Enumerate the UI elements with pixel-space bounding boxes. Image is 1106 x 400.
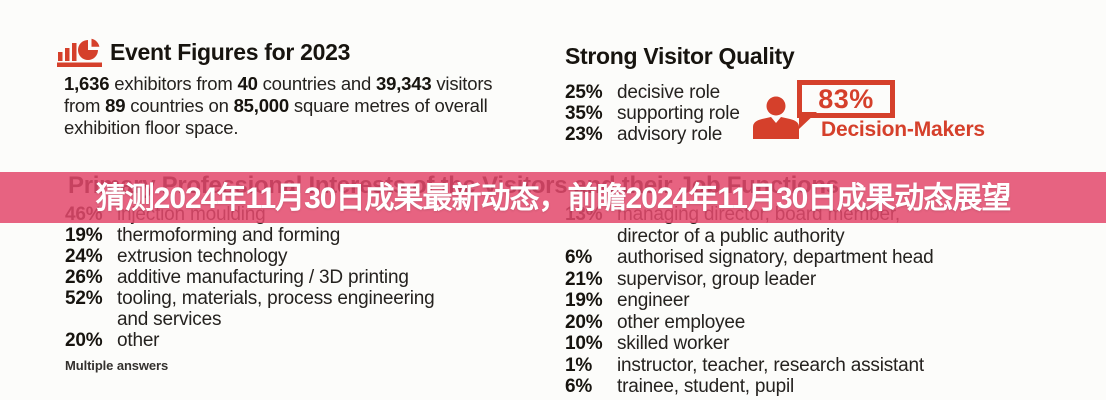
item-label: extrusion technology bbox=[117, 246, 288, 267]
multiple-answers-footnote: Multiple answers bbox=[65, 358, 169, 373]
item-label: supporting role bbox=[617, 103, 740, 124]
visitor-quality-item: 35% supporting role bbox=[565, 103, 740, 124]
chart-stats-icon bbox=[57, 38, 102, 67]
item-label: tooling, materials, process engineering … bbox=[117, 288, 435, 330]
item-percent: 19% bbox=[65, 225, 103, 246]
item-percent: 6% bbox=[565, 376, 593, 397]
overlay-banner-text: 猜测2024年11月30日成果最新动态，前瞻2024年11月30日成果动态展望 bbox=[95, 182, 1012, 215]
item-label: skilled worker bbox=[617, 333, 730, 354]
interest-item: 52% tooling, materials, process engineer… bbox=[65, 288, 435, 330]
job-function-item: 21% supervisor, group leader bbox=[565, 269, 934, 291]
visitor-quality-item: 23% advisory role bbox=[565, 124, 740, 145]
item-percent: 35% bbox=[565, 103, 603, 124]
item-percent: 26% bbox=[65, 267, 103, 288]
decision-makers-bubble: 83% bbox=[797, 80, 895, 118]
interest-item: 24% extrusion technology bbox=[65, 246, 435, 267]
job-function-item: 19% engineer bbox=[565, 290, 934, 312]
decision-makers-percent: 83% bbox=[818, 84, 874, 114]
item-percent: 6% bbox=[565, 247, 593, 268]
item-label: other bbox=[117, 330, 160, 351]
job-function-item: 6% authorised signatory, department head bbox=[565, 247, 934, 269]
event-figures-description: 1,636 exhibitors from 40 countries and 3… bbox=[64, 73, 493, 138]
interests-left-list: 46% injection moulding 19% thermoforming… bbox=[65, 204, 435, 351]
job-function-item: 20% other employee bbox=[565, 312, 934, 334]
job-function-item: 1% instructor, teacher, research assista… bbox=[565, 355, 934, 377]
job-function-item: 6% trainee, student, pupil bbox=[565, 376, 934, 398]
item-percent: 23% bbox=[565, 124, 603, 145]
item-label: additive manufacturing / 3D printing bbox=[117, 267, 409, 288]
item-label: supervisor, group leader bbox=[617, 268, 817, 290]
item-label: trainee, student, pupil bbox=[617, 376, 795, 397]
visitor-quality-title: Strong Visitor Quality bbox=[565, 43, 795, 69]
item-percent: 20% bbox=[65, 330, 103, 351]
visitor-quality-list: 25% decisive role 35% supporting role 23… bbox=[565, 82, 740, 145]
visitor-quality-item: 25% decisive role bbox=[565, 82, 740, 103]
event-figures-title: Event Figures for 2023 bbox=[110, 39, 351, 65]
job-function-item: 10% skilled worker bbox=[565, 333, 934, 355]
item-percent: 19% bbox=[565, 290, 603, 311]
item-percent: 1% bbox=[565, 354, 593, 376]
overlay-banner bbox=[0, 172, 1106, 223]
item-label: other employee bbox=[617, 311, 746, 333]
interest-item: 26% additive manufacturing / 3D printing bbox=[65, 267, 435, 288]
item-percent: 52% bbox=[65, 288, 103, 309]
item-percent: 24% bbox=[65, 246, 103, 267]
item-label: instructor, teacher, research assistant bbox=[617, 354, 924, 376]
item-percent: 20% bbox=[565, 311, 603, 333]
interest-item: 20% other bbox=[65, 330, 435, 351]
item-percent: 21% bbox=[565, 268, 603, 290]
interest-item: 19% thermoforming and forming bbox=[65, 225, 435, 246]
item-percent: 10% bbox=[565, 333, 603, 354]
item-percent: 25% bbox=[565, 82, 603, 103]
decision-makers-label: Decision-Makers bbox=[821, 118, 985, 141]
item-label: engineer bbox=[617, 290, 690, 311]
item-label: authorised signatory, department head bbox=[617, 247, 934, 268]
person-icon bbox=[753, 96, 799, 139]
item-label: decisive role bbox=[617, 82, 721, 103]
item-label: thermoforming and forming bbox=[117, 225, 341, 246]
item-label: advisory role bbox=[617, 124, 723, 145]
job-functions-list: 13% managing director, board member, dir… bbox=[565, 204, 934, 398]
